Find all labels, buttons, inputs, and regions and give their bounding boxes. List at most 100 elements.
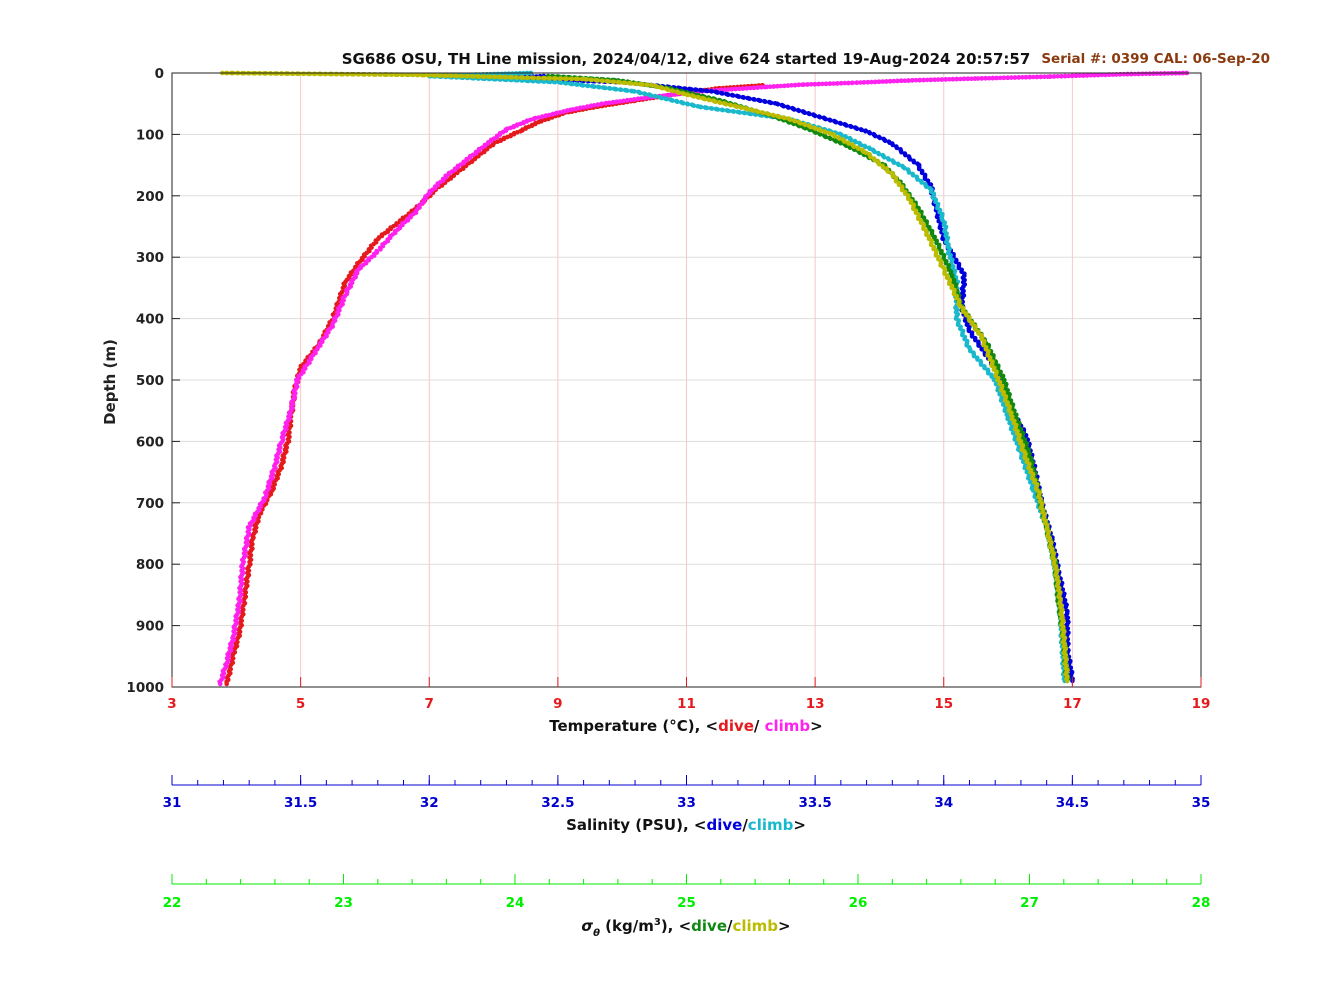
data-point	[778, 83, 784, 89]
data-point	[694, 87, 699, 93]
data-point	[768, 100, 774, 106]
data-point	[635, 96, 641, 102]
data-point	[883, 79, 889, 84]
data-point	[924, 77, 930, 83]
data-point	[823, 134, 829, 140]
data-point	[476, 74, 482, 79]
data-point	[792, 82, 798, 88]
data-point	[891, 78, 897, 84]
data-point	[454, 73, 460, 79]
y-tick-label: 1000	[126, 680, 164, 696]
data-point	[745, 107, 750, 112]
data-point	[603, 101, 608, 106]
data-point	[510, 71, 515, 76]
data-point	[846, 141, 852, 146]
data-point	[611, 79, 617, 85]
data-point	[1064, 678, 1070, 684]
data-point	[715, 90, 720, 95]
data-point	[664, 96, 669, 102]
data-point	[542, 75, 548, 81]
data-point	[437, 73, 443, 78]
data-point	[432, 73, 438, 78]
salinity-tick-label: 31.5	[284, 795, 317, 811]
data-point	[563, 81, 569, 86]
data-point	[802, 110, 807, 115]
data-point	[899, 149, 904, 155]
data-point	[558, 80, 564, 85]
data-point	[838, 81, 844, 86]
data-point	[531, 75, 537, 81]
data-point	[748, 85, 753, 91]
data-point	[777, 114, 782, 120]
data-point	[659, 95, 664, 101]
data-point	[834, 81, 840, 86]
data-point	[863, 144, 868, 150]
data-point	[808, 124, 813, 130]
data-point	[547, 76, 553, 81]
data-point	[617, 80, 623, 85]
salinity-tick-label: 33.5	[798, 795, 831, 811]
data-point	[702, 96, 707, 102]
salinity-tick-label: 33	[677, 795, 696, 811]
data-point	[624, 88, 630, 93]
data-point	[660, 85, 665, 91]
data-point	[580, 83, 586, 88]
data-point	[558, 76, 564, 81]
data-point	[487, 74, 493, 80]
data-point	[421, 72, 427, 78]
data-point	[869, 79, 874, 85]
data-point	[606, 79, 612, 84]
data-point	[733, 86, 738, 92]
data-point	[943, 77, 948, 82]
data-point	[602, 85, 608, 91]
data-point	[880, 164, 886, 170]
data-point	[503, 74, 509, 80]
data-point	[639, 96, 644, 101]
data-point	[696, 95, 702, 100]
data-point	[642, 95, 648, 101]
data-point	[621, 98, 626, 104]
data-point	[406, 72, 412, 78]
data-point	[723, 101, 729, 107]
data-point	[685, 92, 691, 98]
data-point	[624, 98, 630, 103]
data-point	[739, 105, 744, 111]
data-point	[817, 114, 823, 120]
data-point	[470, 74, 476, 79]
salinity-tick-label: 34	[934, 795, 953, 811]
data-point	[1023, 75, 1028, 80]
density-tick-label: 24	[506, 895, 525, 911]
y-tick-label: 0	[155, 66, 164, 82]
series-layer	[217, 70, 1190, 687]
data-point	[752, 97, 757, 102]
salinity-tick-label: 34.5	[1056, 795, 1089, 811]
data-point	[717, 100, 723, 105]
data-point	[873, 133, 878, 139]
data-point	[898, 78, 904, 84]
data-point	[818, 128, 824, 133]
data-point	[279, 71, 285, 76]
data-point	[928, 77, 933, 83]
data-point	[747, 96, 752, 102]
data-point	[655, 84, 660, 90]
data-point	[713, 99, 718, 104]
data-point	[887, 79, 893, 84]
data-point	[796, 82, 801, 88]
data-point	[932, 77, 937, 82]
data-point	[1005, 75, 1010, 80]
temperature-tick-label: 17	[1063, 696, 1082, 712]
data-point	[400, 72, 406, 78]
data-point	[628, 81, 634, 86]
data-point	[813, 126, 818, 131]
data-point	[1009, 75, 1014, 80]
data-point	[481, 74, 487, 79]
data-point	[740, 86, 745, 91]
data-point	[329, 71, 335, 77]
data-point	[885, 169, 890, 174]
data-point	[426, 73, 432, 78]
data-point	[1080, 73, 1086, 78]
y-axis: 0 100 200 300 400 500 600 700 800 900 1000	[126, 66, 1201, 696]
data-point	[648, 93, 654, 98]
data-point	[882, 155, 887, 160]
data-point	[617, 99, 623, 104]
